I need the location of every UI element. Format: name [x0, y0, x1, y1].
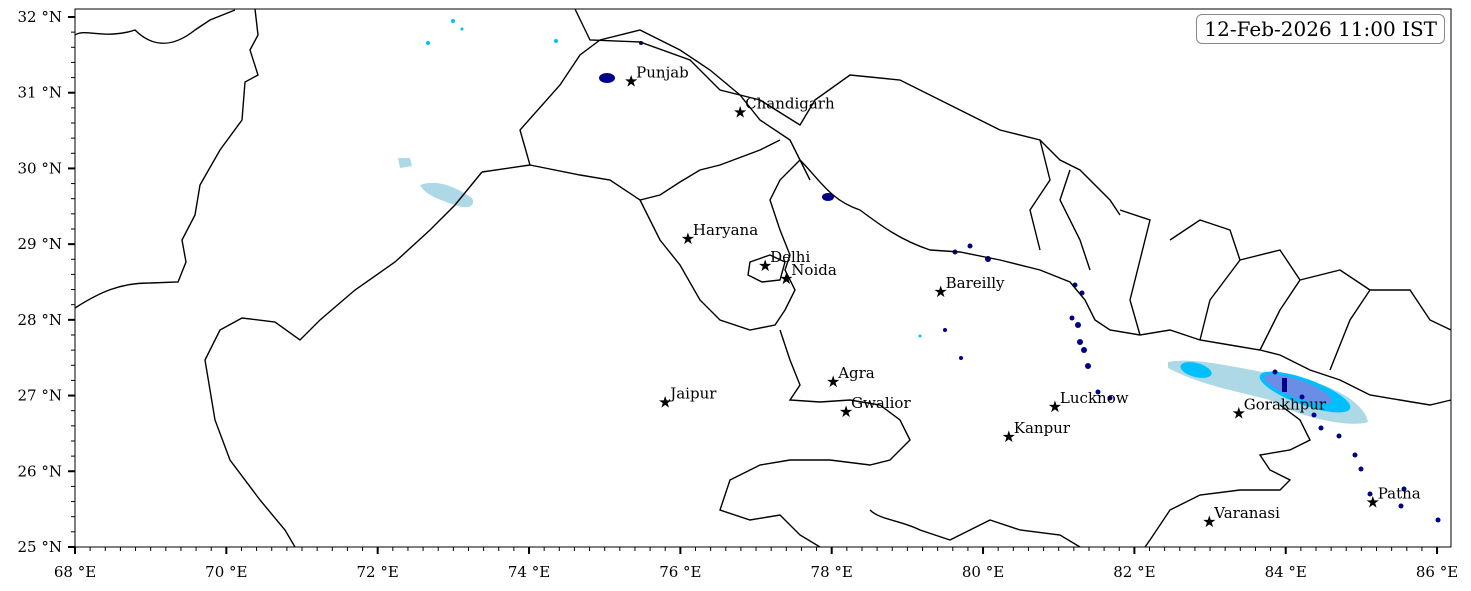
boundaries	[74, 8, 1452, 548]
city-label: Delhi	[770, 248, 810, 266]
y-tick-label: 25 °N	[18, 538, 62, 556]
precip-light-patch	[398, 158, 412, 168]
star-marker-icon: ★	[624, 71, 638, 90]
state-border-punjab	[481, 29, 811, 181]
star-marker-icon: ★	[758, 256, 772, 275]
axes: 68 °E 70 °E 72 °E 74 °E 76 °E 78 °E 80 °E 82 °E…	[18, 8, 1459, 581]
precip-very-heavy-dots	[599, 41, 1441, 523]
nepal-districts	[1029, 139, 1452, 371]
precip-heavy-patch	[1264, 374, 1332, 404]
city-label: Gwalior	[851, 394, 911, 412]
precipitation-layer	[398, 19, 1441, 523]
state-border-up-west	[799, 159, 1452, 406]
star-marker-icon: ★	[779, 269, 793, 288]
state-border-delhi	[747, 254, 786, 283]
state-border-haryana	[529, 139, 801, 331]
star-marker-icon: ★	[826, 372, 840, 391]
state-border-up-south	[719, 329, 911, 548]
plot-frame	[74, 8, 1452, 548]
star-marker-icon: ★	[1048, 397, 1062, 416]
x-tick-label: 76 °E	[659, 563, 701, 581]
x-tick-label: 78 °E	[811, 563, 853, 581]
border-north	[74, 9, 236, 44]
city-label: Varanasi	[1213, 504, 1280, 522]
state-border-south	[869, 509, 1081, 548]
y-tick-label: 26 °N	[18, 462, 62, 480]
y-tick-label: 28 °N	[18, 311, 62, 329]
city-label: Chandigarh	[745, 94, 835, 112]
x-tick-label: 80 °E	[962, 563, 1004, 581]
y-tick-label: 32 °N	[18, 8, 62, 26]
x-tick-label: 82 °E	[1113, 563, 1155, 581]
x-tick-label: 86 °E	[1416, 563, 1458, 581]
city-label: Noida	[791, 261, 837, 279]
state-border-bihar	[1144, 404, 1311, 548]
star-marker-icon: ★	[1202, 512, 1216, 531]
star-marker-icon: ★	[733, 102, 747, 121]
x-tick-label: 84 °E	[1265, 563, 1307, 581]
x-tick-label: 74 °E	[508, 563, 550, 581]
city-label: Haryana	[693, 221, 758, 239]
star-marker-icon: ★	[681, 229, 695, 248]
x-tick-label: 72 °E	[357, 563, 399, 581]
precip-light-patch	[420, 182, 474, 208]
precip-medium-patch	[1180, 362, 1212, 378]
city-label: Jaipur	[668, 384, 717, 402]
x-tick-label: 70 °E	[205, 563, 247, 581]
country-border-pakistan-south	[204, 171, 483, 548]
y-tick-label: 31 °N	[18, 84, 62, 102]
country-border-pakistan	[74, 8, 259, 309]
star-marker-icon: ★	[933, 282, 947, 301]
precip-small-dots	[426, 19, 922, 338]
city-markers: ★Punjab★Chandigarh★Haryana★Delhi★Noida★B…	[624, 63, 1421, 531]
x-tick-label: 68 °E	[54, 563, 96, 581]
city-label: Kanpur	[1014, 419, 1071, 437]
city-label: Agra	[837, 364, 875, 382]
city-label: Gorakhpur	[1244, 396, 1327, 414]
star-marker-icon: ★	[1232, 404, 1246, 423]
star-marker-icon: ★	[1002, 427, 1016, 446]
y-tick-label: 29 °N	[18, 235, 62, 253]
star-marker-icon: ★	[839, 402, 853, 421]
city-label: Patna	[1378, 484, 1421, 502]
city-label: Lucknow	[1060, 389, 1129, 407]
state-border-himachal	[574, 8, 1121, 216]
timestamp-label: 12-Feb-2026 11:00 IST	[1196, 14, 1445, 44]
star-marker-icon: ★	[658, 392, 672, 411]
star-marker-icon: ★	[1366, 492, 1380, 511]
city-label: Punjab	[636, 63, 689, 81]
city-label: Bareilly	[946, 274, 1005, 292]
y-tick-label: 27 °N	[18, 387, 62, 405]
y-tick-label: 30 °N	[18, 159, 62, 177]
